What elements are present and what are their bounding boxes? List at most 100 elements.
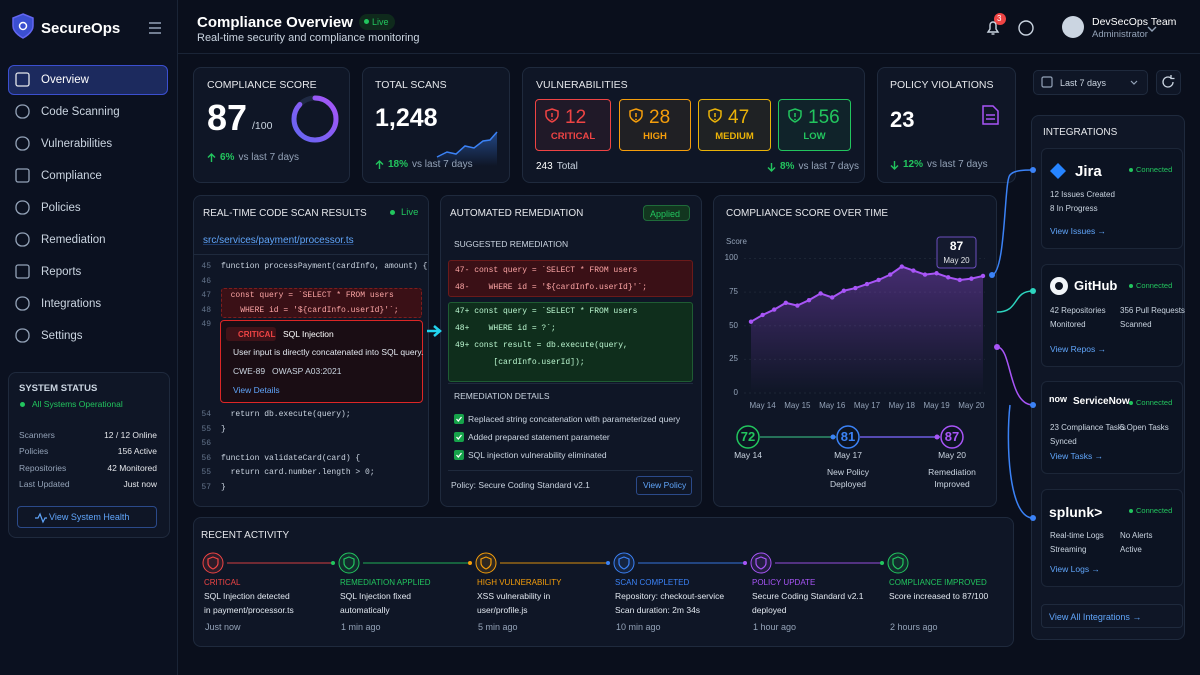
activity-desc: deployed (752, 604, 787, 615)
integration-link[interactable]: View Logs → (1050, 564, 1100, 574)
activity-time: 1 min ago (341, 622, 381, 632)
severity-label: MEDIUM (715, 131, 754, 142)
integration-link[interactable]: View Repos → (1050, 344, 1107, 354)
code-line: return db.execute(query); (221, 410, 351, 419)
severity-box (619, 99, 691, 151)
live-label: Live (401, 207, 419, 218)
kpi-value: 23 (890, 107, 915, 132)
diff-added (448, 302, 693, 382)
trend-note: vs last 7 days (798, 161, 860, 172)
trend: 18% vs last 7 days (375, 159, 473, 171)
integration-status: Connected (1136, 165, 1173, 174)
user-name: DevSecOps Team (1092, 16, 1177, 28)
date-range[interactable]: Last 7 days (1060, 78, 1107, 88)
line-number: 49 (201, 320, 211, 330)
view-all-button[interactable] (1041, 604, 1183, 628)
nav-item[interactable]: Settings (41, 330, 83, 342)
severity-icon (629, 108, 643, 123)
activity-desc: Score increased to 87/100 (889, 591, 989, 601)
diff-line: [cardInfo.userId]); (455, 358, 585, 367)
integration-link[interactable]: View Tasks → (1050, 451, 1104, 461)
diff-line: 48- WHERE id = '${cardInfo.userId}'`; (455, 283, 648, 292)
health-button[interactable] (17, 506, 157, 528)
nav-item[interactable]: Vulnerabilities (41, 138, 113, 150)
panel-title: INTEGRATIONS (1043, 127, 1118, 138)
integration-link[interactable]: View Issues → (1050, 226, 1107, 236)
integration-name: ServiceNow (1073, 396, 1130, 407)
user-role: Administrator (1092, 29, 1148, 40)
milestone-value: 81 (840, 429, 856, 444)
kpi-title: TOTAL SCANS (375, 79, 447, 91)
axis-label: Score (726, 237, 747, 246)
health-label[interactable]: View System Health (49, 512, 130, 522)
header-divider (178, 53, 1200, 54)
nav-item[interactable]: Overview (41, 74, 89, 86)
integration-stat: Scanned (1120, 320, 1152, 329)
activity-desc: Repository: checkout-service (615, 591, 725, 601)
page-subtitle: Real-time security and compliance monito… (197, 32, 420, 44)
trend-change: 6% (220, 152, 235, 163)
panel-title: COMPLIANCE SCORE OVER TIME (726, 208, 889, 219)
severity-label: HIGH (643, 131, 667, 142)
tooltip-value: 87 (949, 239, 964, 253)
panel-title: AUTOMATED REMEDIATION (450, 208, 584, 219)
integration-name: splunk> (1049, 504, 1103, 520)
activity-desc: Scan duration: 2m 34s (615, 604, 701, 615)
live-badge (359, 14, 395, 30)
milestone-value: 87 (944, 429, 960, 444)
code-line: } (221, 483, 226, 492)
nav-item[interactable]: Policies (41, 202, 81, 214)
status-label: Policies (19, 446, 49, 457)
nav-item[interactable]: Remediation (41, 234, 106, 246)
file-path[interactable]: src/services/payment/processor.ts (203, 235, 354, 246)
rem-divider (448, 470, 693, 471)
total-value: 243 (536, 161, 553, 172)
activity-time: 2 hours ago (890, 622, 938, 632)
milestone-note: Improved (934, 479, 970, 489)
code-divider (193, 254, 429, 255)
nav-item[interactable]: Compliance (41, 170, 102, 182)
y-tick-label: 0 (733, 388, 738, 397)
trend-arrow (375, 159, 384, 169)
connector (1007, 404, 1034, 519)
trend-note: vs last 7 days (412, 159, 473, 170)
finding-link[interactable]: View Details (233, 385, 280, 395)
code-line: } (221, 424, 226, 434)
severity-count: 47 (728, 107, 750, 128)
line-number: 56 (201, 439, 211, 449)
status-value: 42 Monitored (107, 462, 157, 473)
severity-label: CRITICAL (550, 131, 596, 142)
policy-link[interactable]: View Policy (643, 480, 687, 490)
nav-item[interactable]: Code Scanning (41, 106, 120, 118)
activity-time: 10 min ago (616, 622, 661, 632)
severity-pill (226, 327, 276, 341)
activity-label: REMEDIATION APPLIED (340, 578, 431, 587)
nav-active (8, 65, 168, 95)
line-number: 48 (201, 305, 211, 315)
activity-time: 5 min ago (478, 622, 518, 632)
activity-label: SCAN COMPLETED (615, 578, 690, 587)
help-icon[interactable] (1018, 20, 1034, 36)
refresh-button[interactable] (1156, 70, 1181, 95)
vuln-total: 243 Total (536, 161, 578, 173)
status-card (8, 372, 170, 538)
avatar (1062, 16, 1084, 38)
diff-line: 47- const query = `SELECT * FROM users (455, 266, 638, 275)
code-line: return card.number.length > 0; (221, 468, 375, 478)
view-all-label[interactable]: View All Integrations → (1049, 612, 1142, 622)
view-policy-button[interactable] (636, 476, 692, 495)
live-dot (390, 210, 395, 215)
activity-desc: in payment/processor.ts (204, 604, 294, 615)
activity-label: POLICY UPDATE (752, 578, 816, 587)
line-number: 56 (201, 453, 211, 463)
detail-item: Replaced string concatenation with param… (468, 414, 681, 424)
nav-item[interactable]: Integrations (41, 298, 102, 310)
integration-stat: Active (1120, 545, 1142, 554)
nav-item[interactable]: Reports (41, 266, 82, 278)
detail-item: Added prepared statement parameter (468, 432, 610, 442)
connector (996, 346, 1034, 406)
x-tick-label: May 15 (784, 401, 811, 410)
trend-change: 8% (780, 161, 795, 172)
activity-label: HIGH VULNERABILITY (477, 578, 562, 587)
